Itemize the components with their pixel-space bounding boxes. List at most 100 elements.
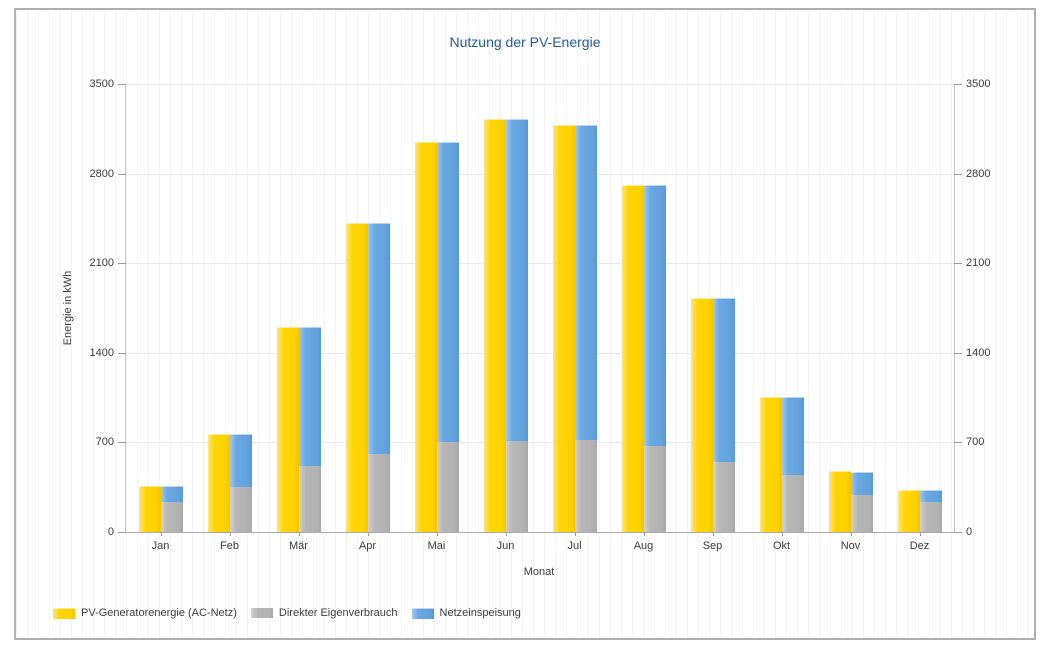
- legend-label: Netzeinspeisung: [439, 607, 521, 619]
- bar-netzeinspeisung: [160, 485, 183, 502]
- month-group-Jun: Jun: [471, 84, 540, 552]
- legend: PV-Generatorenergie (AC-Netz) Direkter Ei…: [53, 607, 521, 619]
- y-tick-label-right-700: 700: [966, 436, 985, 449]
- x-tick-label-Aug: Aug: [633, 540, 654, 552]
- x-tick-label-Apr: Apr: [358, 540, 377, 552]
- month-group-Feb: Feb: [195, 84, 264, 552]
- bar-pv-generatorenergie: [483, 118, 506, 532]
- bar-netzeinspeisung: [850, 471, 873, 495]
- month-group-Mär: Mär: [264, 84, 333, 552]
- y-tick-label-right-2100: 2100: [966, 257, 991, 270]
- x-tick-mark: [850, 532, 852, 536]
- bar-direkter-eigenverbrauch: [781, 475, 804, 532]
- bar-direkter-eigenverbrauch: [643, 446, 666, 532]
- bar-pv-generatorenergie: [414, 141, 437, 532]
- x-tick-label-Feb: Feb: [220, 540, 239, 552]
- x-tick-mark: [367, 532, 369, 536]
- x-tick-mark: [160, 532, 162, 536]
- y-tick-label-right-1400: 1400: [966, 346, 991, 359]
- bar-pv-generatorenergie: [276, 326, 299, 532]
- month-group-Aug: Aug: [609, 84, 678, 552]
- bar-direkter-eigenverbrauch: [367, 453, 390, 532]
- y-tick-mark: [954, 532, 962, 533]
- bar-netzeinspeisung: [229, 434, 252, 488]
- y-tick-mark: [118, 84, 126, 85]
- x-tick-mark: [919, 532, 921, 536]
- legend-swatch-icon: [250, 608, 273, 618]
- month-group-Sep: Sep: [678, 84, 747, 552]
- bar-netzeinspeisung: [712, 298, 735, 462]
- x-tick-label-Jul: Jul: [567, 540, 582, 552]
- y-tick-label-left-2100: 2100: [89, 257, 114, 270]
- gridline-y-700: [126, 442, 954, 444]
- y-tick-mark: [954, 442, 962, 444]
- gridline-y-2100: [126, 263, 954, 265]
- bar-pv-generatorenergie: [828, 471, 851, 532]
- x-tick-mark: [436, 532, 438, 536]
- y-tick-mark: [954, 84, 962, 85]
- bar-pv-generatorenergie: [759, 397, 782, 532]
- bar-direkter-eigenverbrauch: [229, 487, 252, 532]
- bar-netzeinspeisung: [643, 185, 666, 447]
- bar-pv-generatorenergie: [138, 485, 161, 532]
- gridline-y-3500: [126, 84, 954, 85]
- bar-direkter-eigenverbrauch: [574, 439, 597, 532]
- legend-label: Direkter Eigenverbrauch: [278, 607, 398, 619]
- bar-direkter-eigenverbrauch: [298, 466, 321, 532]
- month-group-Okt: Okt: [747, 84, 816, 552]
- bar-pv-generatorenergie: [897, 490, 920, 532]
- bar-netzeinspeisung: [781, 397, 804, 476]
- x-tick-mark: [229, 532, 231, 536]
- chart-title: Nutzung der PV-Energie: [449, 34, 601, 50]
- x-tick-label-Mär: Mär: [289, 540, 308, 552]
- y-tick-mark: [118, 263, 126, 265]
- bar-direkter-eigenverbrauch: [505, 441, 528, 532]
- gridline-y-1400: [126, 352, 954, 354]
- x-tick-label-Jan: Jan: [151, 540, 170, 552]
- bar-groups: Jan Feb Mär Apr Mai Jun Jul Aug Sep Okt Nov Dez: [126, 84, 954, 552]
- x-tick-label-Jun: Jun: [496, 540, 515, 552]
- bar-direkter-eigenverbrauch: [160, 501, 183, 532]
- x-tick-mark: [574, 532, 576, 536]
- x-axis-title: Monat: [523, 566, 555, 578]
- y-tick-mark: [954, 173, 962, 175]
- legend-item-1: PV-Generatorenergie (AC-Netz): [53, 607, 237, 619]
- x-tick-mark: [643, 532, 645, 536]
- y-tick-mark: [118, 352, 126, 354]
- month-group-Jan: Jan: [126, 84, 195, 552]
- legend-label: PV-Generatorenergie (AC-Netz): [81, 607, 237, 619]
- bar-direkter-eigenverbrauch: [850, 494, 873, 532]
- month-group-Jul: Jul: [540, 84, 609, 552]
- bar-direkter-eigenverbrauch: [436, 442, 459, 532]
- y-tick-label-left-700: 700: [95, 436, 114, 449]
- bar-pv-generatorenergie: [345, 222, 368, 532]
- bar-netzeinspeisung: [505, 118, 528, 442]
- y-tick-mark: [118, 532, 126, 533]
- x-tick-mark: [298, 532, 300, 536]
- month-group-Dez: Dez: [885, 84, 954, 552]
- bar-netzeinspeisung: [919, 490, 942, 502]
- plot-area: 0 0 700 700 1400 1400 2100 2100 2800 2800 3500 3500…: [90, 78, 991, 552]
- month-group-Mai: Mai: [402, 84, 471, 552]
- x-tick-label-Sep: Sep: [702, 540, 723, 552]
- bar-pv-generatorenergie: [690, 298, 713, 532]
- x-tick-mark: [781, 532, 783, 536]
- y-tick-mark: [954, 352, 962, 354]
- y-tick-label-right-3500: 3500: [966, 78, 991, 90]
- y-tick-label-left-1400: 1400: [89, 346, 114, 359]
- legend-item-3: Netzeinspeisung: [411, 607, 521, 619]
- legend-swatch-icon: [53, 607, 75, 619]
- bar-netzeinspeisung: [367, 222, 390, 454]
- bar-direkter-eigenverbrauch: [712, 461, 735, 532]
- legend-swatch-icon: [411, 607, 434, 619]
- x-tick-label-Dez: Dez: [909, 540, 930, 552]
- month-group-Apr: Apr: [333, 84, 402, 552]
- y-tick-label-right-0: 0: [966, 526, 973, 538]
- bar-netzeinspeisung: [436, 141, 459, 443]
- x-tick-mark: [712, 532, 714, 536]
- bar-netzeinspeisung: [574, 125, 597, 440]
- bar-netzeinspeisung: [298, 326, 321, 467]
- y-tick-label-left-3500: 3500: [89, 78, 114, 90]
- gridline-y-2800: [126, 173, 954, 175]
